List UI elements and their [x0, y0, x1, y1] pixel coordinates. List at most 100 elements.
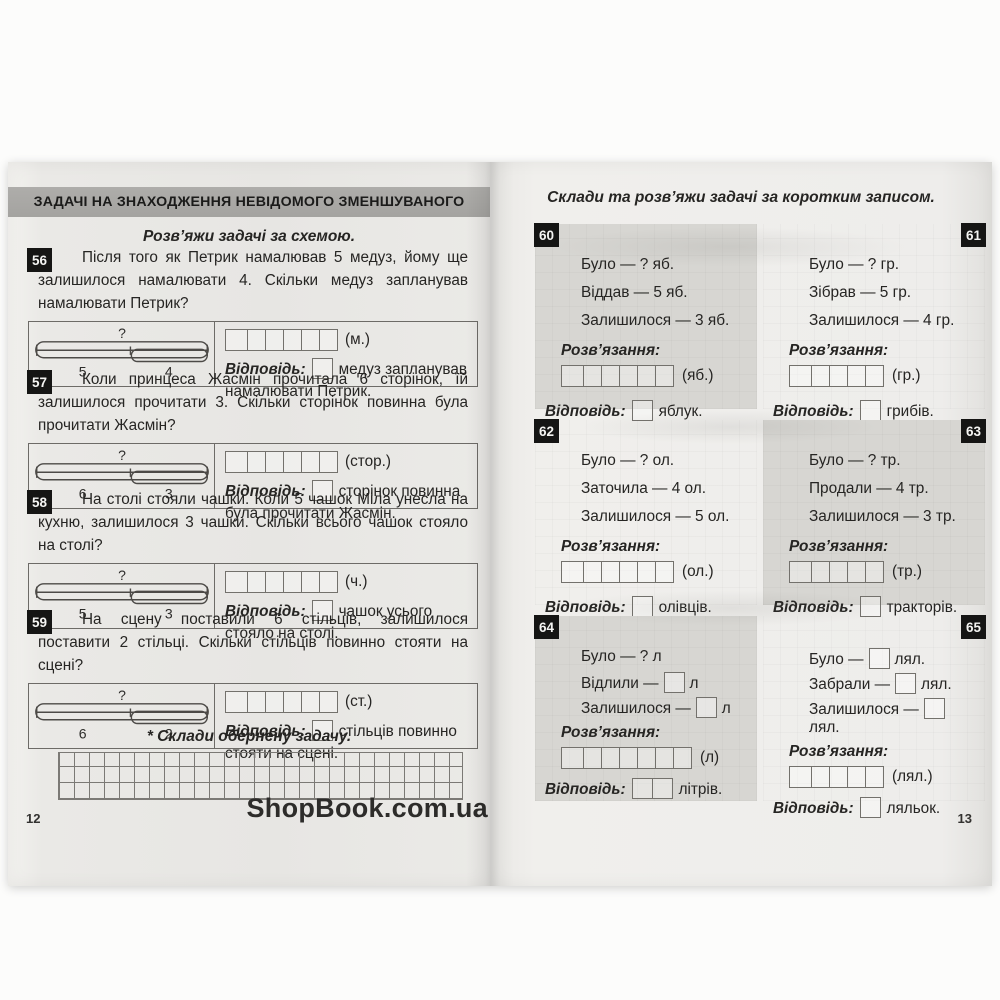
answer-line: Відповідь: тракторів. [773, 596, 979, 619]
writable-cell [631, 400, 653, 421]
writable-cell [561, 561, 584, 583]
writable-cell [602, 561, 620, 583]
writable-cell [311, 479, 333, 501]
answer-text: медуз запланував намалювати Петрик. [225, 360, 468, 400]
answer-box [631, 778, 673, 799]
answer-line: Відповідь: чашок усього стояло на столі. [225, 599, 469, 644]
blank-box [923, 698, 945, 719]
solution-cells [225, 328, 338, 351]
answer-label: Відповідь: [225, 602, 306, 620]
writable-cell [656, 561, 674, 583]
scheme-cell: ? 6 2 [29, 683, 215, 748]
task-61-block: 61 Було — ? гр. Зібрав — 5 гр. Залишилос… [763, 224, 985, 421]
solution-label: Розв’язання: [789, 743, 889, 760]
scheme-part1-label: 5 [78, 605, 86, 621]
writable-cell [302, 450, 320, 473]
scheme-cell: ? 5 3 [29, 563, 215, 628]
solution-cells [561, 747, 692, 769]
page-right: Склади та розв’яжи задачі за коротким за… [490, 162, 992, 886]
page-number-left: 12 [26, 811, 41, 826]
record-line-text: Відлили — [581, 675, 659, 692]
solution-cells [225, 690, 338, 713]
record-line: Залишилося — 3 яб. [581, 312, 730, 329]
solution-cells [789, 766, 884, 788]
writable-cell [225, 690, 248, 713]
task-59: 59 На сцену поставили 6 стільців, залиши… [8, 609, 490, 762]
answer-line: Відповідь: ляльок. [773, 797, 979, 820]
writable-cell [830, 766, 848, 788]
record-line: Віддав — 5 яб. [581, 284, 688, 301]
chapter-header-band: ЗАДАЧІ НА ЗНАХОДЖЕННЯ НЕВІДОМОГО ЗМЕНШУВ… [8, 187, 490, 217]
record-line-text: Забрали — [809, 676, 891, 693]
task-number-badge: 65 [962, 616, 985, 638]
task-63-block: 63 Було — ? тр. Продали — 4 тр. Залишило… [763, 420, 985, 617]
unit-label: (ст.) [345, 692, 373, 710]
task-58: 58 На столі стояли чашки. Коли 5 чашок М… [8, 489, 490, 642]
writable-cell [266, 450, 284, 473]
record-line: Залишилося — л [581, 697, 751, 718]
task-text: На столі стояли чашки. Коли 5 чашок Міла… [38, 491, 468, 554]
blank-box [895, 673, 917, 694]
writable-cell [812, 561, 830, 583]
task-number-badge: 58 [28, 491, 51, 513]
writable-cell [584, 365, 602, 387]
answer-text: чашок усього стояло на столі. [225, 602, 433, 642]
writing-grid [58, 752, 463, 800]
answer-label: Відповідь: [225, 722, 306, 740]
answer-text: сторінок повинна була прочитати Жасмін. [225, 482, 461, 522]
writable-cell [638, 365, 656, 387]
writable-cell [631, 596, 653, 617]
solution-row: (гр.) [789, 365, 979, 387]
task-table: ? 6 3 (стор.) [28, 442, 478, 522]
scheme-part1-label: 6 [78, 485, 86, 501]
task-number-badge: 59 [28, 611, 51, 633]
answer-text: літрів. [678, 781, 723, 798]
solution-cells [225, 450, 338, 473]
answer-box [311, 357, 333, 379]
record-line: Продали — 4 тр. [809, 480, 929, 497]
writable-cell [866, 766, 884, 788]
solution-row: (ч.) [225, 570, 469, 593]
blank-box [868, 648, 890, 669]
book-spread: ЗАДАЧІ НА ЗНАХОДЖЕННЯ НЕВІДОМОГО ЗМЕНШУВ… [8, 162, 992, 886]
solution-cells [561, 561, 674, 583]
record-line-unit: л [689, 675, 699, 692]
unit-label: (ол.) [682, 563, 714, 580]
writable-cell [830, 365, 848, 387]
writable-cell [284, 450, 302, 473]
answer-box [631, 400, 653, 421]
answer-text: тракторів. [886, 599, 958, 616]
record-line: Зібрав — 5 гр. [809, 284, 912, 301]
solution-row: (лял.) [789, 766, 979, 788]
answer-text: ляльок. [886, 800, 941, 817]
writable-cell [652, 778, 673, 799]
short-record: Було — ? л Відлили — л Залишилося — л [581, 648, 751, 718]
writable-cell [302, 570, 320, 593]
writable-cell [620, 561, 638, 583]
record-line: Було — ? ол. [581, 452, 675, 469]
writable-cell [584, 747, 602, 769]
writable-cell [266, 570, 284, 593]
record-line: Залишилося — 4 гр. [809, 312, 955, 329]
answer-label: Відповідь: [773, 599, 854, 616]
answer-label: Відповідь: [225, 360, 306, 378]
task-56: 56 Після того як Петрик намалював 5 меду… [8, 247, 490, 400]
solution-label: Розв’язання: [561, 342, 661, 359]
scheme-whole-label: ? [118, 568, 126, 583]
writable-cell [859, 797, 881, 818]
task-number-badge: 63 [962, 420, 985, 442]
solution-row: (л) [561, 747, 751, 769]
writable-cell [830, 561, 848, 583]
writable-cell [674, 747, 692, 769]
answer-box [859, 797, 881, 818]
scheme-part2-label: 2 [164, 725, 172, 741]
segment-scheme-diagram: ? 5 4 [34, 326, 209, 379]
task-number-badge: 64 [535, 616, 558, 638]
short-record: Було — ? ол. Заточила — 4 ол. Залишилося… [581, 452, 751, 528]
task-57-head: 57 Коли принцеса Жасмін прочитала 6 стор… [8, 369, 490, 438]
short-record: Було — ? тр. Продали — 4 тр. Залишилося … [809, 452, 979, 528]
writable-cell [320, 690, 338, 713]
solution-label: Розв’язання: [789, 538, 889, 555]
writable-cell [266, 328, 284, 351]
scheme-cell: ? 5 4 [29, 321, 215, 386]
